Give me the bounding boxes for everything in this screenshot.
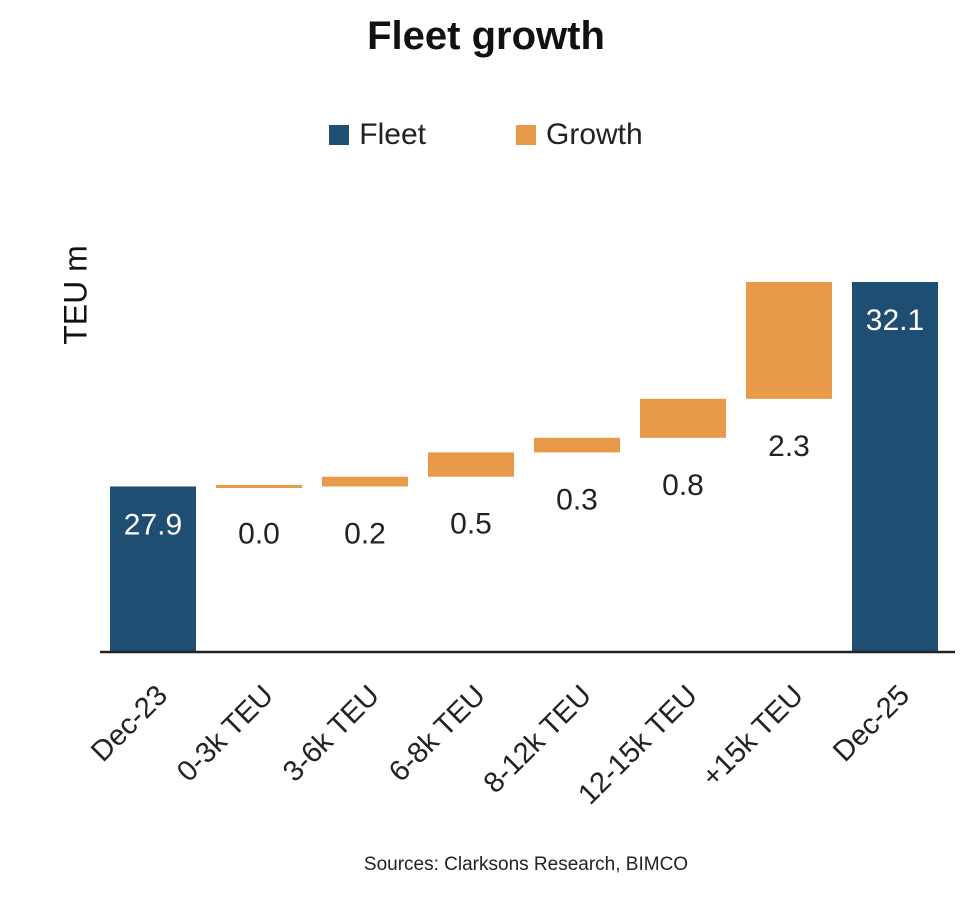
bar-12-15k-teu bbox=[640, 398, 726, 438]
bar-3-6k-teu bbox=[322, 476, 408, 487]
bar-15k-teu bbox=[746, 282, 832, 399]
legend-swatch-growth bbox=[516, 125, 536, 145]
bar-6-8k-teu bbox=[428, 452, 514, 477]
x-tick-label-3-6k-teu: 3-6k TEU bbox=[277, 679, 386, 788]
data-label-0-3k-teu: 0.0 bbox=[238, 517, 280, 550]
legend-label-growth: Growth bbox=[546, 118, 643, 151]
data-label-3-6k-teu: 0.2 bbox=[344, 517, 386, 550]
legend-label-fleet: Fleet bbox=[359, 118, 426, 151]
legend: Fleet Growth bbox=[0, 118, 972, 152]
legend-item-growth: Growth bbox=[516, 118, 643, 152]
legend-item-fleet: Fleet bbox=[329, 118, 426, 152]
data-label-15k-teu: 2.3 bbox=[768, 430, 810, 463]
x-tick-label-15k-teu: +15k TEU bbox=[696, 679, 810, 793]
data-label-dec-25: 32.1 bbox=[866, 304, 924, 337]
x-tick-label-0-3k-teu: 0-3k TEU bbox=[171, 679, 280, 788]
bar-8-12k-teu bbox=[534, 437, 620, 453]
x-tick-label-dec-25: Dec-25 bbox=[827, 679, 916, 768]
source-note: Sources: Clarksons Research, BIMCO bbox=[363, 854, 689, 875]
data-label-12-15k-teu: 0.8 bbox=[662, 469, 704, 502]
chart-title: Fleet growth bbox=[367, 14, 605, 58]
data-label-dec-23: 27.9 bbox=[124, 508, 182, 541]
data-label-6-8k-teu: 0.5 bbox=[450, 508, 492, 541]
bar-dec-23 bbox=[110, 486, 196, 652]
legend-swatch-fleet bbox=[329, 125, 350, 145]
x-tick-label-dec-23: Dec-23 bbox=[85, 679, 174, 768]
bar-0-3k-teu bbox=[216, 484, 302, 488]
x-tick-label-6-8k-teu: 6-8k TEU bbox=[383, 679, 492, 788]
data-label-8-12k-teu: 0.3 bbox=[556, 483, 598, 516]
bar-dec-25 bbox=[852, 282, 938, 652]
